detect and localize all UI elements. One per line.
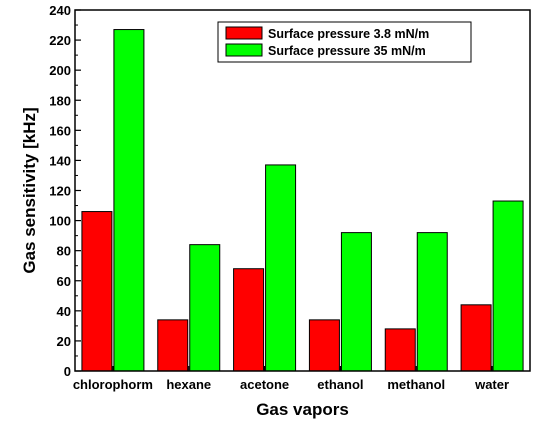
bar-methanol-series-2 xyxy=(416,232,448,372)
bar-chlorophorm-series-2 xyxy=(113,29,145,372)
plot-frame xyxy=(74,9,531,372)
legend-swatch-series-1 xyxy=(225,26,263,40)
x-category-label: chlorophorm xyxy=(73,377,153,392)
y-tick-label: 20 xyxy=(57,334,71,349)
y-tick-label: 160 xyxy=(49,123,71,138)
y-tick-label: 60 xyxy=(57,274,71,289)
legend-label-series-1: Surface pressure 3.8 mN/m xyxy=(268,27,429,41)
bar-ethanol-series-2 xyxy=(340,232,372,372)
legend-label-series-2: Surface pressure 35 mN/m xyxy=(268,44,426,58)
y-tick-label: 220 xyxy=(49,33,71,48)
bars-group xyxy=(81,29,524,372)
legend-swatch-series-2 xyxy=(225,43,263,57)
x-category-label: hexane xyxy=(166,377,211,392)
y-tick-label: 100 xyxy=(49,214,71,229)
y-tick-label: 80 xyxy=(57,244,71,259)
x-axis-title: Gas vapors xyxy=(256,400,349,419)
x-category-label: methanol xyxy=(387,377,445,392)
bar-ethanol-series-1 xyxy=(308,319,340,372)
x-category-label: water xyxy=(474,377,509,392)
bar-water-series-1 xyxy=(460,304,492,372)
bar-acetone-series-2 xyxy=(265,164,297,372)
y-tick-label: 0 xyxy=(64,364,71,379)
y-tick-label: 140 xyxy=(49,153,71,168)
bar-water-series-2 xyxy=(492,200,524,372)
y-tick-label: 240 xyxy=(49,3,71,18)
x-category-label: acetone xyxy=(240,377,289,392)
y-axis-title: Gas sensitivity [kHz] xyxy=(20,107,39,273)
x-axis-categories: chlorophorm hexane acetone ethanol methanol w… xyxy=(73,366,509,392)
bar-hexane-series-1 xyxy=(157,319,189,372)
y-tick-label: 200 xyxy=(49,63,71,78)
y-tick-label: 180 xyxy=(49,93,71,108)
bar-hexane-series-2 xyxy=(189,244,221,372)
y-axis-ticks: 0 20 40 60 80 100 120 140 160 180 200 220 240 xyxy=(49,3,81,379)
y-tick-label: 40 xyxy=(57,304,71,319)
bar-methanol-series-1 xyxy=(384,328,416,372)
legend: Surface pressure 3.8 mN/m Surface pressu… xyxy=(217,21,472,63)
bar-acetone-series-1 xyxy=(233,268,265,372)
bar-chlorophorm-series-1 xyxy=(81,211,113,372)
y-tick-label: 120 xyxy=(49,184,71,199)
x-category-label: ethanol xyxy=(317,377,363,392)
